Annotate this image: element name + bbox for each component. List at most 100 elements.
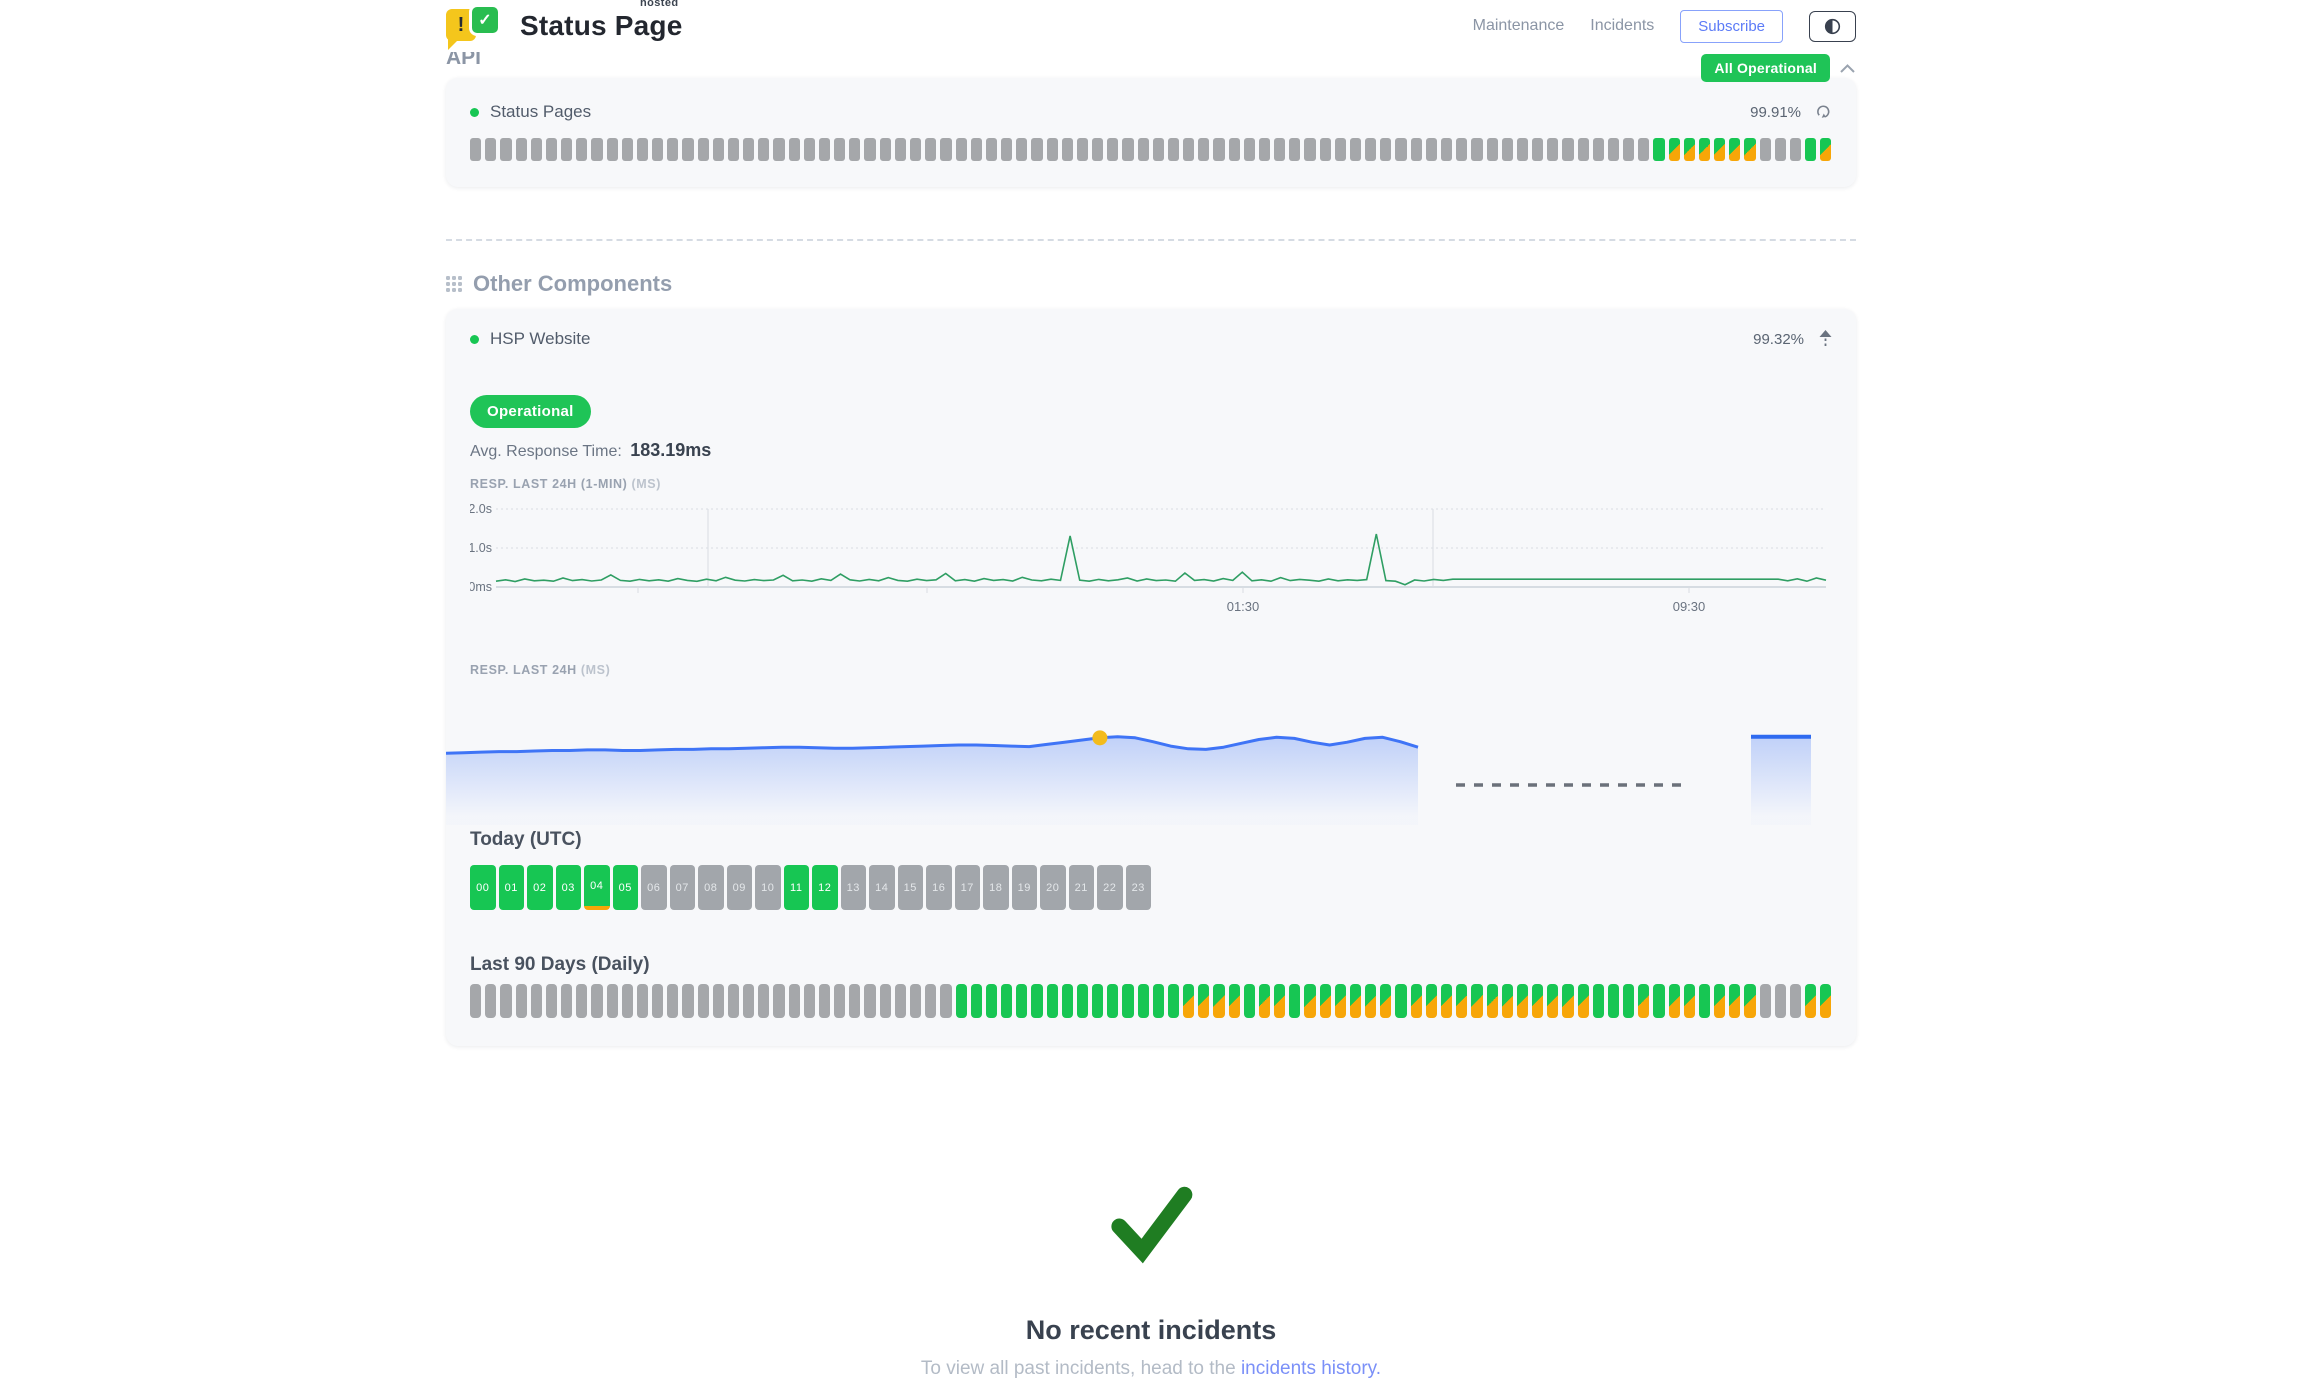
- uptime-bar: [682, 138, 694, 161]
- status-page-logo: ! ✓: [446, 1, 506, 51]
- uptime-bar: [1137, 138, 1149, 161]
- component-name: Status Pages: [490, 102, 592, 121]
- uptime-bar: [1365, 984, 1377, 1018]
- uptime-bar: [1183, 138, 1195, 161]
- uptime-bar: [1607, 984, 1620, 1018]
- response-area-series: [446, 730, 1811, 825]
- uptime-bar: [894, 138, 906, 161]
- arrow-up-dashed-icon: [1819, 329, 1832, 348]
- theme-toggle-button[interactable]: [1809, 10, 1856, 42]
- uptime-bar: [1516, 138, 1529, 161]
- refresh-button[interactable]: [1816, 104, 1832, 120]
- uptime-bar: [955, 984, 967, 1018]
- uptime-bar: [1137, 984, 1149, 1018]
- uptime-bar: [1274, 984, 1286, 1018]
- uptime-bar: [1076, 984, 1089, 1018]
- uptime-bar: [1198, 984, 1210, 1018]
- uptime-bar: [1107, 138, 1119, 161]
- uptime-bar: [1349, 984, 1362, 1018]
- chart-label-text: RESP. LAST 24H: [470, 663, 577, 677]
- component-name: HSP Website: [490, 329, 591, 348]
- uptime-bar: [515, 138, 527, 161]
- incidents-subtext: To view all past incidents, head to the …: [446, 1358, 1856, 1380]
- uptime-bar: [879, 138, 891, 161]
- uptime-bar: [591, 138, 603, 161]
- uptime-bar: [667, 984, 679, 1018]
- subscribe-button[interactable]: Subscribe: [1680, 9, 1783, 43]
- uptime-bar: [545, 984, 558, 1018]
- uptime-bar: [1471, 984, 1483, 1018]
- all-operational-badge[interactable]: All Operational: [1701, 54, 1830, 82]
- chevron-up-icon[interactable]: [1839, 63, 1856, 74]
- uptime-bar: [1668, 138, 1680, 161]
- incidents-history-link[interactable]: incidents history: [1240, 1358, 1376, 1379]
- uptime-bar: [925, 138, 937, 161]
- daily-uptime-bars: [470, 984, 1832, 1018]
- refresh-arrow-icon: [1817, 105, 1830, 118]
- uptime-bar: [940, 138, 952, 161]
- uptime-bar: [1365, 138, 1377, 161]
- uptime-bar: [1319, 984, 1331, 1018]
- response-time-24h-chart: [446, 730, 1811, 825]
- y-tick-0ms: 0ms: [470, 580, 492, 594]
- uptime-bar: [1638, 984, 1650, 1018]
- hour-block: 05: [612, 865, 638, 910]
- collapse-details-button[interactable]: [1819, 329, 1832, 349]
- uptime-bar: [1441, 984, 1453, 1018]
- uptime-bar: [652, 984, 664, 1018]
- uptime-bar: [1441, 138, 1453, 161]
- uptime-bar: [940, 984, 952, 1018]
- nav-incidents[interactable]: Incidents: [1590, 17, 1655, 34]
- header-nav: Maintenance Incidents Subscribe: [1472, 9, 1856, 43]
- uptime-bar: [1653, 984, 1665, 1018]
- uptime-bar: [1653, 138, 1665, 161]
- uptime-bar: [1289, 138, 1301, 161]
- chart-1min-label: RESP. LAST 24H (1-MIN) (MS): [470, 477, 1832, 491]
- uptime-bar: [1714, 984, 1726, 1018]
- subtext-suffix: .: [1375, 1358, 1382, 1379]
- uptime-bar: [1698, 984, 1711, 1018]
- uptime-bar: [1486, 984, 1498, 1018]
- grid-icon: [446, 276, 462, 292]
- nav-maintenance[interactable]: Maintenance: [1472, 17, 1565, 34]
- overall-status-chip-row: All Operational: [1701, 54, 1856, 82]
- uptime-bar: [606, 984, 618, 1018]
- uptime-bar: [1122, 984, 1134, 1018]
- uptime-bar: [1304, 984, 1316, 1018]
- big-check-icon: [1111, 1186, 1193, 1264]
- uptime-bar: [1577, 138, 1589, 161]
- uptime-bar: [743, 138, 755, 161]
- uptime-bar: [1547, 138, 1559, 161]
- uptime-bar: [561, 138, 573, 161]
- uptime-bar: [1759, 138, 1771, 161]
- uptime-bar: [1031, 138, 1043, 161]
- uptime-bar: [864, 984, 876, 1018]
- uptime-bar: [1031, 984, 1043, 1018]
- uptime-bar: [1683, 984, 1695, 1018]
- uptime-bar: [955, 138, 967, 161]
- operational-dot-icon: [470, 334, 479, 344]
- uptime-bar: [773, 138, 785, 161]
- uptime-bar: [1061, 984, 1073, 1018]
- uptime-bar: [849, 984, 861, 1018]
- today-utc-title: Today (UTC): [470, 829, 582, 850]
- brand-name: Status Page hosted: [520, 0, 682, 42]
- uptime-bar: [1243, 138, 1255, 161]
- uptime-bar: [1213, 138, 1225, 161]
- uptime-bar: [1410, 984, 1422, 1018]
- hour-block: 06: [641, 865, 667, 910]
- hour-block: 09: [726, 865, 752, 910]
- uptime-bar: [1774, 984, 1786, 1018]
- uptime-bar: [1258, 984, 1271, 1018]
- uptime-bar: [712, 138, 724, 161]
- hour-block: 10: [755, 865, 781, 910]
- uptime-bar: [788, 138, 800, 161]
- hour-block: 21: [1068, 865, 1094, 910]
- hour-block: 03: [555, 865, 581, 910]
- uptime-bar: [1152, 138, 1164, 161]
- uptime-bar: [500, 138, 512, 161]
- uptime-bar: [1729, 984, 1741, 1018]
- uptime-bar: [1714, 138, 1726, 161]
- brand-superscript: hosted: [640, 0, 679, 9]
- hour-block: 08: [698, 865, 724, 910]
